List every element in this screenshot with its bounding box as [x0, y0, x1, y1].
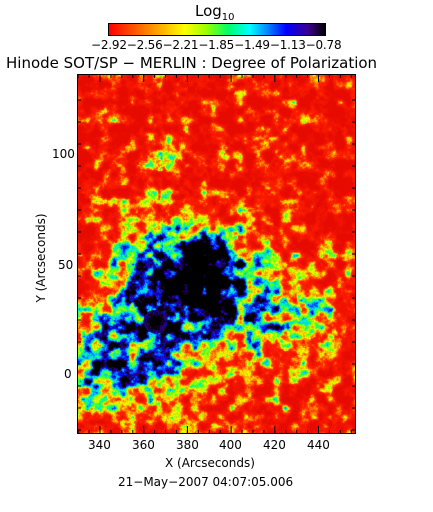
- colorbar-title: Log10: [195, 2, 235, 23]
- colorbar-title-subscript: 10: [221, 12, 235, 23]
- x-tick-label-380: 380: [176, 438, 199, 452]
- colorbar: [108, 23, 326, 36]
- colorbar-tick-labels: −2.92−2.56−2.21−1.85−1.49−1.13−0.78: [91, 38, 342, 52]
- x-tick-label-340: 340: [88, 438, 111, 452]
- x-tick-label-420: 420: [263, 438, 286, 452]
- colorbar-title-main: Log: [195, 2, 222, 20]
- y-tick-label-100: 100: [52, 147, 75, 161]
- y-tick-label-0: 0: [64, 367, 72, 381]
- y-tick-label-50: 50: [58, 258, 74, 272]
- y-axis-label: Y (Arcseconds): [34, 213, 48, 303]
- x-axis-label: X (Arcseconds): [165, 456, 255, 470]
- x-tick-label-440: 440: [307, 438, 330, 452]
- timestamp: 21−May−2007 04:07:05.006: [118, 475, 294, 489]
- chart-title: Hinode SOT/SP − MERLIN : Degree of Polar…: [6, 54, 378, 72]
- x-tick-label-360: 360: [132, 438, 155, 452]
- x-tick-label-400: 400: [219, 438, 242, 452]
- polarization-map-image: [78, 75, 355, 433]
